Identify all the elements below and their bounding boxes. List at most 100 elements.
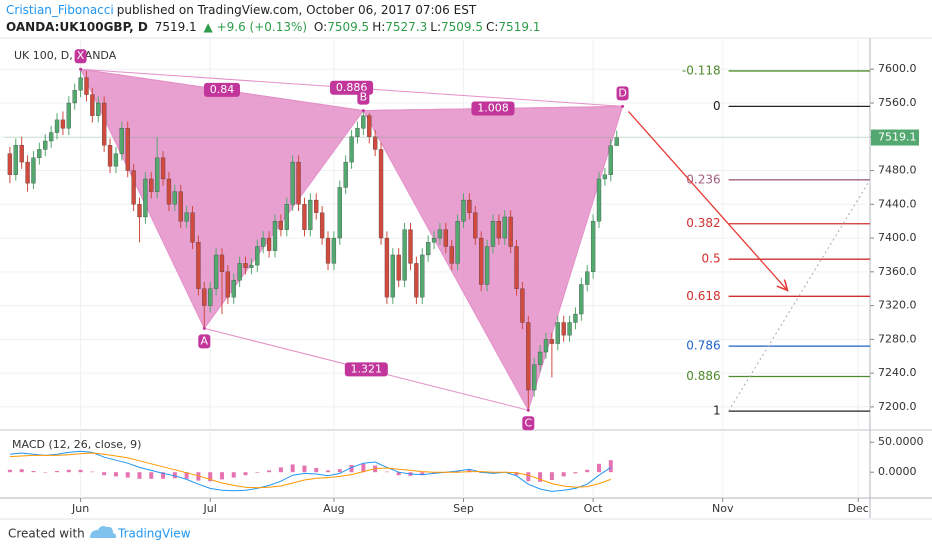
histogram-bar [102, 472, 107, 476]
histogram-bar [78, 469, 83, 473]
candle-body [137, 204, 142, 218]
histogram-bar [349, 465, 354, 473]
candle-body [549, 339, 555, 344]
candle-body [213, 254, 219, 289]
histogram-bar [90, 471, 95, 473]
last-price-box [871, 129, 919, 146]
candle-body [225, 271, 231, 298]
pattern-point [79, 67, 83, 71]
candle-body [155, 157, 160, 192]
fib-label: 0.5 [702, 252, 721, 266]
candle-body [66, 102, 71, 129]
candle-body [172, 191, 177, 205]
candle-body [555, 322, 560, 344]
candle-body [255, 246, 260, 266]
candle-body [384, 237, 390, 298]
candle-body [131, 170, 136, 205]
pattern-point [621, 104, 625, 108]
ohlc-value: 7527.3 [385, 20, 428, 34]
histogram-bar [219, 472, 224, 480]
y-tick-label: 7560.0 [878, 96, 917, 109]
histogram-bar [66, 469, 71, 473]
candle-body [37, 149, 42, 159]
last-price-label: 7519.1 [878, 131, 917, 144]
pattern-point [202, 326, 206, 330]
candle-body [319, 212, 325, 239]
histogram-bar [255, 472, 260, 473]
histogram-bar [19, 469, 24, 473]
header-line: Cristian_Fibonacci published on TradingVi… [6, 3, 479, 17]
y-tick-label: 7360.0 [878, 265, 917, 278]
histogram-bar [490, 472, 495, 474]
candle-body [443, 229, 448, 247]
fib-label: 0.382 [686, 216, 720, 230]
candle-body [590, 221, 596, 272]
point-box [357, 90, 370, 105]
signal-line [9, 452, 611, 489]
histogram-bar [573, 472, 578, 474]
candle-body [125, 128, 130, 171]
fib-label: 0.618 [686, 289, 720, 303]
point-box [198, 334, 211, 349]
symbol: OANDA:UK100GBP, D [6, 20, 148, 34]
ohlc-label: L: [430, 20, 441, 34]
candle-body [219, 254, 225, 272]
candle-body [196, 242, 201, 289]
point-label: X [77, 49, 85, 62]
candle-body [308, 199, 313, 230]
ratio-label: 0.84 [210, 83, 235, 96]
candle-body [532, 364, 537, 391]
candle-body [579, 284, 584, 315]
candle-body [266, 237, 272, 251]
fib-label: 0 [713, 99, 721, 113]
histogram-bar [549, 472, 554, 480]
candle-body [101, 102, 107, 146]
histogram-bar [384, 471, 389, 473]
y-tick-label: 0.0000 [878, 465, 917, 478]
pattern-point [361, 109, 365, 113]
candle-body [143, 178, 148, 218]
candle-body [237, 263, 242, 281]
candle-body [514, 246, 519, 289]
brand-logo [90, 526, 117, 538]
histogram-bar [208, 472, 213, 482]
point-label: C [524, 416, 532, 429]
histogram-bar [597, 463, 602, 473]
candle-body [537, 351, 543, 365]
candle-body [19, 145, 24, 163]
histogram-bar [538, 472, 543, 482]
point-box [74, 49, 87, 64]
candle-body [31, 157, 36, 184]
candle-body [408, 229, 413, 264]
y-tick-label: 7440.0 [878, 197, 917, 210]
candle-body [302, 204, 307, 230]
candle-body [149, 178, 154, 192]
candle-body [243, 263, 248, 268]
footer-brand[interactable]: TradingView [117, 527, 191, 541]
macd-title: MACD (12, 26, close, 9) [12, 438, 141, 451]
candle-body [378, 149, 384, 239]
candle-body [184, 212, 189, 222]
histogram-bar [161, 472, 166, 479]
histogram-bar [514, 472, 519, 476]
candle-body [284, 204, 289, 230]
ohlc-value: 7509.5 [327, 20, 370, 34]
histogram-bar [172, 472, 177, 479]
up-icon: ▲ [203, 20, 213, 34]
candle-body [508, 216, 513, 247]
candle-body [484, 246, 490, 285]
candle-body [249, 264, 254, 268]
histogram-bar [526, 472, 531, 482]
candle-body [431, 237, 437, 243]
candle-body [420, 254, 425, 298]
candle-body [367, 115, 372, 137]
candle-body [13, 145, 18, 175]
candle-body [331, 237, 337, 264]
author[interactable]: Cristian_Fibonacci [6, 3, 114, 17]
histogram-bar [455, 471, 460, 473]
ratio-label: 1.321 [351, 362, 383, 375]
candle-body [414, 263, 419, 298]
histogram-bar [196, 472, 201, 481]
